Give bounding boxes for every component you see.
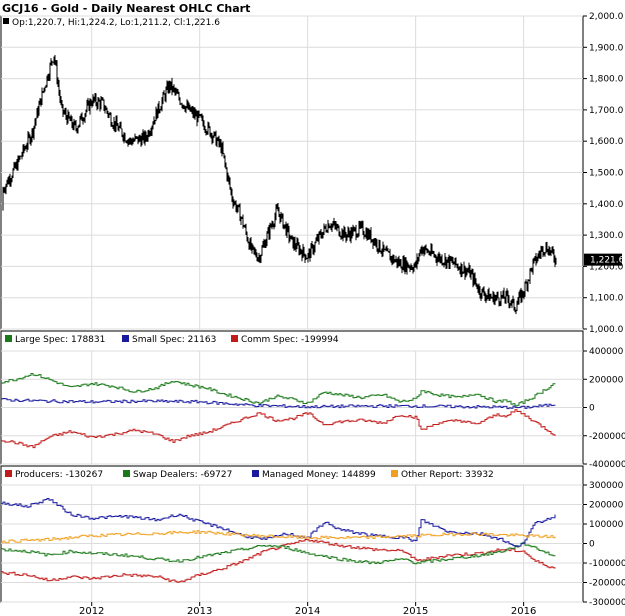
cot-disaggregated-panel: 300000 200000 100000 0 -100000 -200000 -300000… xyxy=(0,465,625,608)
cot-legacy-y-tick-label: 0 xyxy=(589,404,595,414)
legend-comm-spec: Comm Spec: -199994 xyxy=(241,335,339,345)
legend-swap-dealers: Swap Dealers: -69727 xyxy=(133,470,232,480)
price-ohlc-bars xyxy=(2,55,557,315)
ohlc-info-label: Op:1,220.7, Hi:1,224.2, Lo:1,211.2, Cl:1… xyxy=(12,18,220,28)
price-y-tick-label: 1,200.0 xyxy=(589,262,624,272)
legend-swatch-small-spec xyxy=(122,335,129,342)
legend-swatch-swap-dealers xyxy=(123,470,130,477)
legend-managed-money: Managed Money: 144899 xyxy=(262,470,376,480)
cot-disaggregated-y-axis: 300000 200000 100000 0 -100000 -200000 -300000 xyxy=(583,481,625,608)
cot-legacy-series-line-large-spec xyxy=(1,373,556,407)
x-tick-label: 2012 xyxy=(79,606,104,616)
legend-producers: Producers: -130267 xyxy=(15,470,103,480)
legend-other-report: Other Report: 33932 xyxy=(401,470,494,480)
cot-disaggregated-series-line-other-report xyxy=(1,530,556,544)
cot-disaggregated-y-tick-label: 200000 xyxy=(589,501,624,511)
legend-large-spec: Large Spec: 178831 xyxy=(15,335,105,345)
price-y-tick-label: 1,500.0 xyxy=(589,169,624,179)
chart-title: GCJ16 - Gold - Daily Nearest OHLC Chart xyxy=(2,2,250,15)
legend-swatch-comm-spec xyxy=(231,335,238,342)
cot-disaggregated-y-tick-label: -300000 xyxy=(589,598,625,608)
cot-legacy-legend: Large Spec: 178831 Small Spec: 21163 Com… xyxy=(5,335,339,345)
cot-legacy-y-tick-label: -200000 xyxy=(589,432,625,442)
price-y-tick-label: 1,300.0 xyxy=(589,231,624,241)
cot-legacy-gridlines xyxy=(1,350,583,465)
price-y-tick-label: 1,100.0 xyxy=(589,294,624,304)
cot-disaggregated-y-tick-label: 300000 xyxy=(589,481,624,491)
price-panel: 2,000.0 1,900.0 1,800.0 1,700.0 1,600.0 1,500… xyxy=(0,12,625,335)
cot-disaggregated-series-line-producers xyxy=(1,539,556,583)
legend-swatch-other-report xyxy=(391,470,398,477)
legend-small-spec: Small Spec: 21163 xyxy=(132,335,216,345)
cot-legacy-y-tick-label: 400000 xyxy=(589,347,624,357)
x-tick-label: 2014 xyxy=(295,606,320,616)
price-y-tick-label: 1,000.0 xyxy=(589,325,624,335)
price-y-axis: 2,000.0 1,900.0 1,800.0 1,700.0 1,600.0 1,500… xyxy=(583,12,624,335)
price-y-tick-label: 1,400.0 xyxy=(589,200,624,210)
cot-disaggregated-series xyxy=(1,498,556,583)
price-y-tick-label: 1,600.0 xyxy=(589,137,624,147)
cot-legacy-y-tick-label: -400000 xyxy=(589,460,625,470)
price-y-tick-label: 2,000.0 xyxy=(589,12,624,22)
x-tick-label: 2016 xyxy=(511,606,536,616)
cot-legacy-panel: 400000 200000 0 -200000 -400000 Large Spec: … xyxy=(0,330,625,470)
cot-disaggregated-y-tick-label: -200000 xyxy=(589,579,625,589)
cot-legacy-y-tick-label: 200000 xyxy=(589,375,624,385)
x-tick-label: 2015 xyxy=(403,606,428,616)
cot-disaggregated-legend: Producers: -130267 Swap Dealers: -69727 … xyxy=(5,470,494,480)
legend-swatch-managed-money xyxy=(252,470,259,477)
price-y-tick-label: 1,800.0 xyxy=(589,75,624,85)
last-price-badge xyxy=(584,253,622,266)
last-price-label: 1,221.6 xyxy=(590,256,625,266)
cot-disaggregated-series-line-swap-dealers xyxy=(1,541,556,565)
cot-disaggregated-y-tick-label: 100000 xyxy=(589,520,624,530)
price-y-tick-label: 1,900.0 xyxy=(589,43,624,53)
x-axis: 2012 2013 2014 2015 2016 xyxy=(79,602,536,616)
ohlc-bar-icon xyxy=(3,18,9,24)
legend-swatch-producers xyxy=(5,470,12,477)
cot-legacy-series-line-comm-spec xyxy=(1,409,556,449)
x-tick-label: 2013 xyxy=(187,606,212,616)
cot-disaggregated-y-tick-label: 0 xyxy=(589,540,595,550)
legend-swatch-large-spec xyxy=(5,335,12,342)
cot-disaggregated-y-tick-label: -100000 xyxy=(589,559,625,569)
price-y-tick-label: 1,700.0 xyxy=(589,106,624,116)
cot-legacy-series-line-small-spec xyxy=(1,398,556,410)
cot-legacy-series xyxy=(1,373,556,449)
cot-legacy-y-axis: 400000 200000 0 -200000 -400000 xyxy=(583,347,625,470)
price-gridlines xyxy=(1,15,583,330)
